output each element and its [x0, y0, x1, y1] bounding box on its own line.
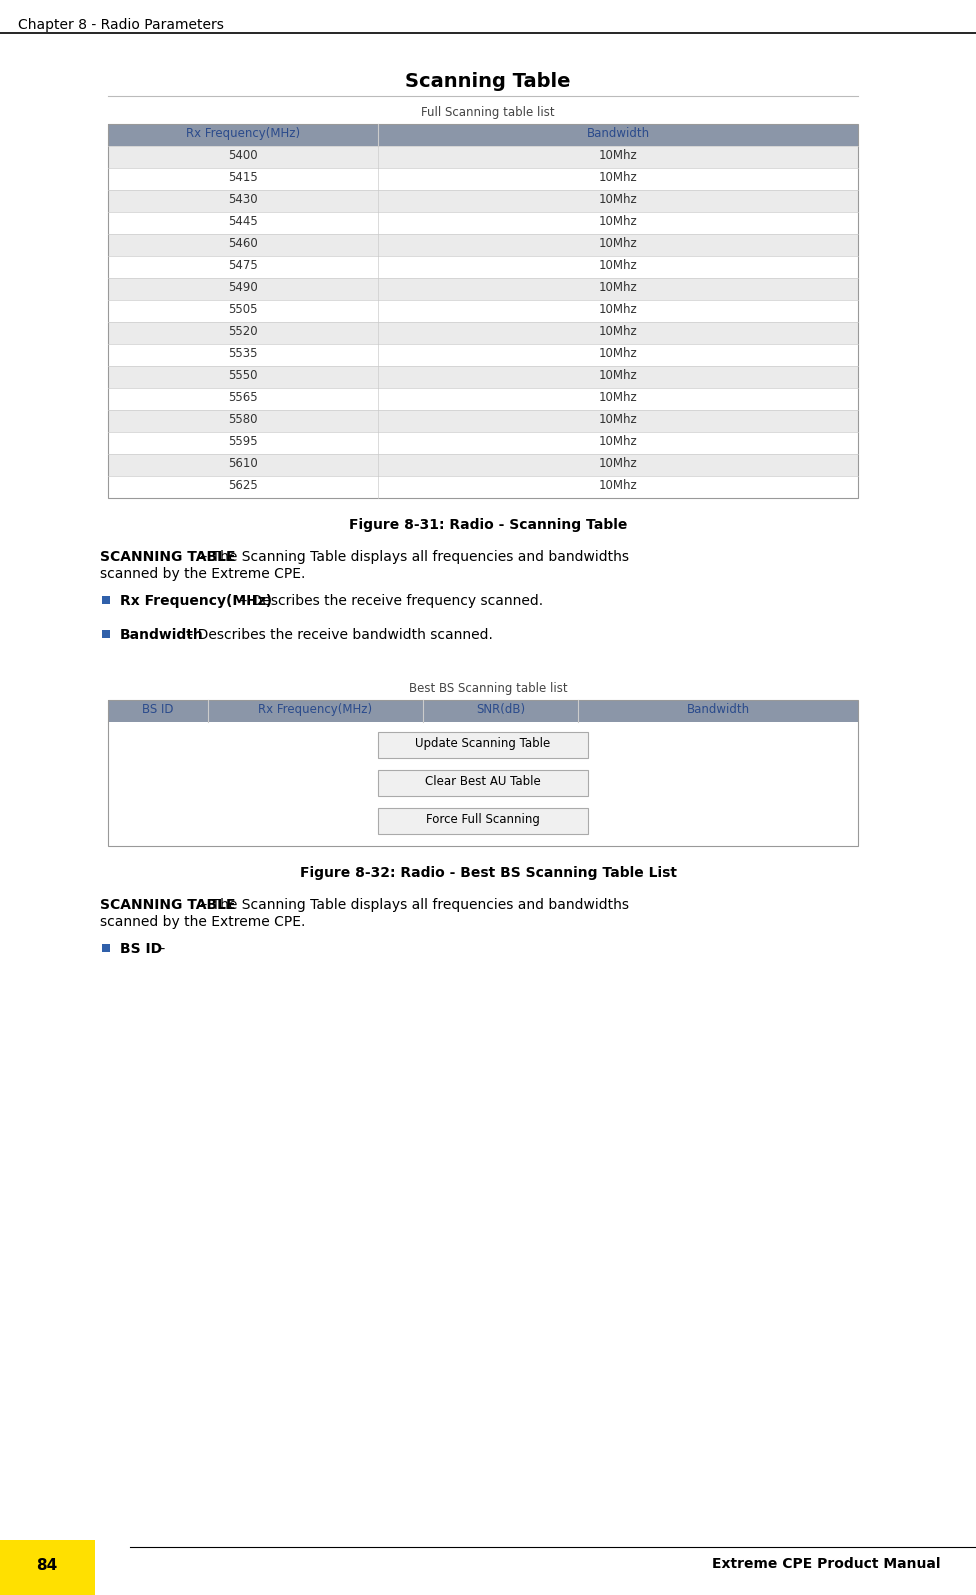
Text: 10Mhz: 10Mhz [598, 413, 637, 426]
Text: 5475: 5475 [228, 258, 258, 273]
Text: 10Mhz: 10Mhz [598, 215, 637, 228]
Text: Bandwidth: Bandwidth [686, 703, 750, 716]
Text: Update Scanning Table: Update Scanning Table [416, 737, 550, 750]
Bar [0, 1541, 95, 1595]
Bar [378, 770, 588, 796]
Text: – The Scanning Table displays all frequencies and bandwidths: – The Scanning Table displays all freque… [196, 898, 629, 912]
Text: SCANNING TABLE: SCANNING TABLE [100, 550, 235, 565]
Text: 10Mhz: 10Mhz [598, 368, 637, 381]
Bar [108, 322, 858, 345]
Text: SCANNING TABLE: SCANNING TABLE [100, 898, 235, 912]
Bar [108, 257, 858, 278]
Text: 84: 84 [36, 1558, 58, 1573]
Text: 5610: 5610 [228, 458, 258, 471]
Text: Chapter 8 - Radio Parameters: Chapter 8 - Radio Parameters [18, 18, 224, 32]
Bar [108, 432, 858, 455]
Bar [108, 190, 858, 212]
Text: 10Mhz: 10Mhz [598, 148, 637, 163]
Text: 10Mhz: 10Mhz [598, 325, 637, 338]
Text: –: – [154, 943, 166, 955]
Bar [108, 365, 858, 388]
Text: 5535: 5535 [228, 348, 258, 360]
Text: 10Mhz: 10Mhz [598, 435, 637, 448]
Text: Rx Frequency(MHz): Rx Frequency(MHz) [259, 703, 373, 716]
Bar [108, 475, 858, 498]
Text: 5445: 5445 [228, 215, 258, 228]
Bar [108, 167, 858, 190]
Text: BS ID: BS ID [142, 703, 174, 716]
Text: 10Mhz: 10Mhz [598, 171, 637, 183]
Bar [108, 212, 858, 234]
Text: 5460: 5460 [228, 238, 258, 250]
Text: 10Mhz: 10Mhz [598, 238, 637, 250]
Bar [108, 300, 858, 322]
Text: 10Mhz: 10Mhz [598, 303, 637, 316]
Text: Bandwidth: Bandwidth [120, 628, 204, 643]
Text: 5430: 5430 [228, 193, 258, 206]
Text: 5400: 5400 [228, 148, 258, 163]
Text: 5520: 5520 [228, 325, 258, 338]
Text: Clear Best AU Table: Clear Best AU Table [426, 775, 541, 788]
Bar [108, 234, 858, 257]
Text: – Describes the receive bandwidth scanned.: – Describes the receive bandwidth scanne… [182, 628, 493, 643]
Text: Rx Frequency(MHz): Rx Frequency(MHz) [120, 593, 272, 608]
Text: Bandwidth: Bandwidth [587, 128, 650, 140]
Text: SNR(dB): SNR(dB) [476, 703, 525, 716]
Bar [108, 345, 858, 365]
Bar [108, 278, 858, 300]
Bar [108, 700, 858, 723]
Text: 5490: 5490 [228, 281, 258, 293]
Text: 10Mhz: 10Mhz [598, 348, 637, 360]
Text: – Describes the receive frequency scanned.: – Describes the receive frequency scanne… [236, 593, 544, 608]
Text: Figure 8-32: Radio - Best BS Scanning Table List: Figure 8-32: Radio - Best BS Scanning Ta… [300, 866, 676, 880]
Text: scanned by the Extreme CPE.: scanned by the Extreme CPE. [100, 916, 305, 928]
Bar [108, 700, 858, 845]
Text: 10Mhz: 10Mhz [598, 478, 637, 491]
Text: 5550: 5550 [228, 368, 258, 381]
Text: 5580: 5580 [228, 413, 258, 426]
Text: 10Mhz: 10Mhz [598, 193, 637, 206]
Bar [108, 388, 858, 410]
Bar [108, 410, 858, 432]
Text: Scanning Table: Scanning Table [405, 72, 571, 91]
Text: Extreme CPE Product Manual: Extreme CPE Product Manual [712, 1557, 940, 1571]
Text: BS ID: BS ID [120, 943, 162, 955]
Text: 5565: 5565 [228, 391, 258, 404]
Text: 5415: 5415 [228, 171, 258, 183]
Bar [108, 455, 858, 475]
Text: 10Mhz: 10Mhz [598, 258, 637, 273]
Bar [102, 630, 110, 638]
Bar [108, 124, 858, 147]
Bar [378, 809, 588, 834]
Text: – The Scanning Table displays all frequencies and bandwidths: – The Scanning Table displays all freque… [196, 550, 629, 565]
Text: Figure 8-31: Radio - Scanning Table: Figure 8-31: Radio - Scanning Table [348, 518, 628, 533]
Bar [108, 124, 858, 498]
Text: 5505: 5505 [228, 303, 258, 316]
Text: Force Full Scanning: Force Full Scanning [427, 813, 540, 826]
Text: 10Mhz: 10Mhz [598, 458, 637, 471]
Text: 10Mhz: 10Mhz [598, 281, 637, 293]
Bar [102, 944, 110, 952]
Text: Rx Frequency(MHz): Rx Frequency(MHz) [186, 128, 300, 140]
Text: 5625: 5625 [228, 478, 258, 491]
Text: Full Scanning table list: Full Scanning table list [422, 105, 554, 120]
Text: scanned by the Extreme CPE.: scanned by the Extreme CPE. [100, 566, 305, 581]
Bar [108, 147, 858, 167]
Bar [378, 732, 588, 758]
Bar [102, 597, 110, 605]
Text: 5595: 5595 [228, 435, 258, 448]
Text: Best BS Scanning table list: Best BS Scanning table list [409, 683, 567, 695]
Text: 10Mhz: 10Mhz [598, 391, 637, 404]
